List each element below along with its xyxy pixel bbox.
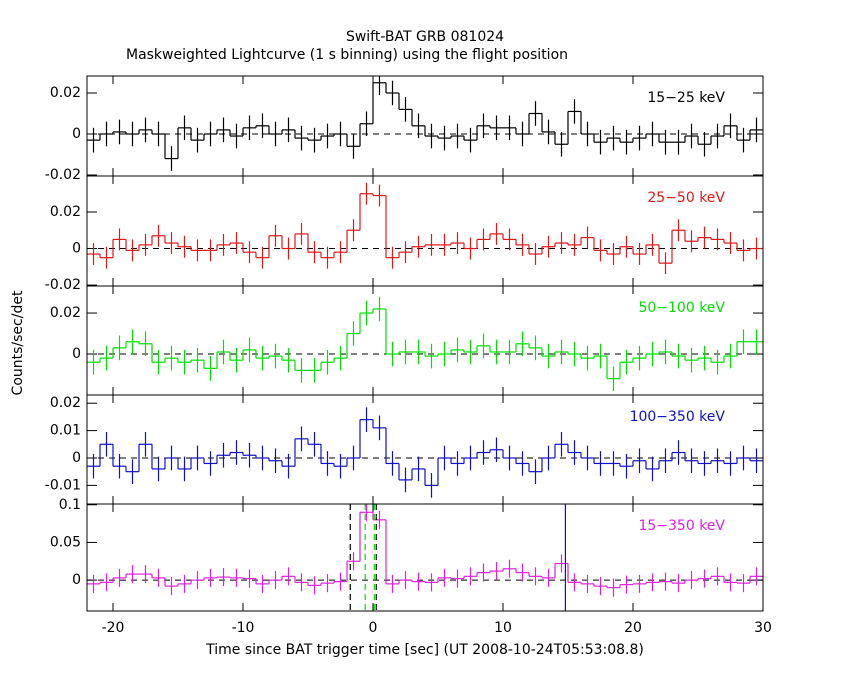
step-connector xyxy=(99,82,751,159)
step-connector xyxy=(99,308,738,379)
panel-label: 15−25 keV xyxy=(647,90,725,106)
y-axis-label: Counts/sec/det xyxy=(10,290,26,395)
chart-subtitle: Maskweighted Lightcurve (1 s binning) us… xyxy=(126,47,568,63)
y-tick-label: 0 xyxy=(72,126,81,142)
step-connector xyxy=(99,193,751,264)
y-tick-label: 0.02 xyxy=(50,204,81,220)
panel-frame xyxy=(86,503,764,612)
x-tick-label: -10 xyxy=(232,620,255,636)
panel-label: 15−350 keV xyxy=(638,518,725,534)
y-tick-label: 0 xyxy=(72,450,81,466)
x-tick-label: 10 xyxy=(494,620,512,636)
x-tick-label: 30 xyxy=(754,620,772,636)
y-tick-label: -0.01 xyxy=(45,477,81,493)
y-tick-label: -0.02 xyxy=(45,167,81,183)
panel-label: 50−100 keV xyxy=(638,300,725,316)
x-tick-label: 0 xyxy=(369,620,378,636)
y-tick-label: 0 xyxy=(72,241,81,257)
y-tick-label: -0.02 xyxy=(45,277,81,293)
x-tick-label: 20 xyxy=(624,620,642,636)
y-tick-label: 0.05 xyxy=(50,534,81,550)
y-tick-label: 0.02 xyxy=(50,395,81,411)
y-tick-label: 0.02 xyxy=(50,85,81,101)
panel-label: 100−350 keV xyxy=(630,409,726,425)
y-tick-label: 0.01 xyxy=(50,423,81,439)
y-tick-label: 0.1 xyxy=(59,497,81,513)
y-tick-label: 0 xyxy=(72,346,81,362)
y-tick-label: 0 xyxy=(72,572,81,588)
x-tick-label: -20 xyxy=(102,620,125,636)
panel-label: 25−50 keV xyxy=(647,190,725,206)
x-axis-label: Time since BAT trigger time [sec] (UT 20… xyxy=(205,642,644,658)
chart-title: Swift-BAT GRB 081024 xyxy=(346,29,504,45)
y-tick-label: 0.02 xyxy=(50,305,81,321)
